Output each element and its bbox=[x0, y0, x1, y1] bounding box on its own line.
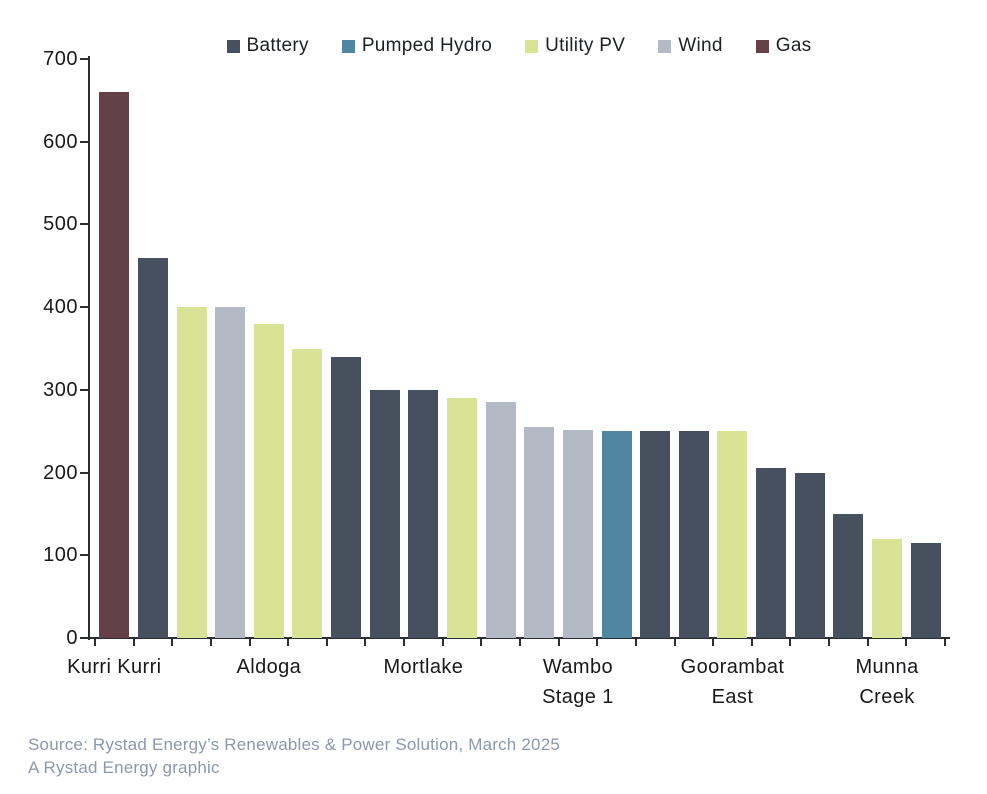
bar-pumped-hydro bbox=[601, 431, 632, 638]
legend-label: Gas bbox=[775, 35, 812, 56]
x-axis-tick bbox=[441, 639, 444, 646]
bar-battery bbox=[408, 389, 439, 638]
x-axis-tick bbox=[712, 639, 715, 646]
bar-battery bbox=[833, 513, 864, 638]
y-axis-tick bbox=[80, 306, 89, 309]
legend-swatch-gas bbox=[755, 39, 769, 53]
x-axis-tick bbox=[248, 639, 251, 646]
x-axis-tick bbox=[518, 639, 521, 646]
x-axis-tick bbox=[364, 639, 367, 646]
bar-wind bbox=[215, 307, 246, 638]
y-axis-tick-label: 0 bbox=[66, 627, 78, 649]
x-axis-tick bbox=[325, 639, 328, 646]
x-axis-tick bbox=[132, 639, 135, 646]
y-axis-tick-label: 700 bbox=[43, 48, 78, 70]
bar-battery bbox=[678, 431, 709, 638]
y-axis-tick-label: 100 bbox=[43, 544, 78, 567]
y-axis-tick-label: 200 bbox=[43, 461, 78, 484]
x-axis-tick bbox=[828, 639, 831, 646]
legend-label: Utility PV bbox=[545, 35, 626, 56]
y-axis-tick bbox=[80, 471, 89, 474]
x-axis-tick bbox=[403, 639, 406, 646]
x-axis-label-wambo-stage-1: Wambo Stage 1 bbox=[542, 656, 614, 708]
bar-battery bbox=[137, 257, 168, 638]
bar-battery bbox=[756, 468, 787, 638]
legend-item-wind: Wind bbox=[658, 35, 723, 57]
source-note: Source: Rystad Energy’s Renewables & Pow… bbox=[28, 733, 560, 779]
x-axis-label-aldoga: Aldoga bbox=[236, 656, 302, 678]
y-axis-tick bbox=[80, 223, 89, 226]
x-axis-label-mortlake: Mortlake bbox=[383, 656, 464, 678]
y-axis-tick-label: 300 bbox=[43, 378, 78, 401]
x-axis-label-kurri-kurri: Kurri Kurri bbox=[67, 656, 162, 678]
x-axis-tick bbox=[480, 639, 483, 646]
x-axis-label-goorambat-east: Goorambat East bbox=[680, 656, 785, 708]
bar-battery bbox=[910, 542, 941, 638]
y-axis-tick bbox=[80, 637, 89, 639]
bar-utility-pv bbox=[253, 323, 284, 638]
bar-wind bbox=[562, 429, 593, 638]
x-axis-line bbox=[88, 637, 950, 639]
x-axis-tick bbox=[866, 639, 869, 646]
legend-label: Battery bbox=[246, 35, 309, 56]
legend-swatch-wind bbox=[658, 39, 672, 53]
bar-gas bbox=[99, 92, 130, 638]
source-text: Source: Rystad Energy’s Renewables & Pow… bbox=[28, 735, 561, 754]
legend-label: Wind bbox=[678, 35, 723, 56]
bar-wind bbox=[524, 427, 555, 638]
x-axis-tick bbox=[596, 639, 599, 646]
legend-swatch-utility-pv bbox=[525, 39, 539, 53]
credit-text: A Rystad Energy graphic bbox=[28, 758, 220, 777]
y-axis-line bbox=[88, 56, 90, 640]
x-axis-tick bbox=[943, 639, 946, 646]
y-axis-tick bbox=[80, 388, 89, 391]
y-axis-tick bbox=[80, 554, 89, 557]
x-axis-tick bbox=[905, 639, 908, 646]
x-axis-tick bbox=[287, 639, 290, 646]
legend-swatch-pumped-hydro bbox=[341, 39, 355, 53]
y-axis-tick-label: 600 bbox=[43, 130, 78, 153]
bar-battery bbox=[794, 472, 825, 638]
y-axis-tick-label: 400 bbox=[43, 296, 78, 319]
x-axis-tick bbox=[750, 639, 753, 646]
legend-item-battery: Battery bbox=[226, 35, 309, 57]
legend-item-utility-pv: Utility PV bbox=[525, 35, 625, 57]
x-axis-tick bbox=[94, 639, 96, 646]
bar-battery bbox=[331, 356, 362, 638]
legend-swatch-battery bbox=[226, 39, 240, 53]
bar-utility-pv bbox=[292, 348, 323, 638]
legend-item-pumped-hydro: Pumped Hydro bbox=[341, 35, 493, 57]
bar-utility-pv bbox=[447, 398, 478, 638]
chart-legend: Battery Pumped Hydro Utility PV Wind Gas bbox=[88, 34, 950, 58]
bar-utility-pv bbox=[717, 431, 748, 638]
y-axis-tick bbox=[80, 58, 89, 60]
bar-battery bbox=[640, 431, 671, 638]
x-axis-tick bbox=[557, 639, 560, 646]
y-axis-tick-label: 500 bbox=[43, 213, 78, 236]
y-axis-tick bbox=[80, 140, 89, 143]
legend-label: Pumped Hydro bbox=[361, 35, 493, 56]
x-axis-label-munna-creek: Munna Creek bbox=[855, 656, 919, 708]
x-axis-tick bbox=[789, 639, 792, 646]
bar-wind bbox=[485, 402, 516, 638]
x-axis-tick bbox=[209, 639, 212, 646]
bar-battery bbox=[369, 389, 400, 638]
bar-utility-pv bbox=[872, 538, 903, 638]
x-axis-tick bbox=[673, 639, 676, 646]
bar-utility-pv bbox=[176, 307, 207, 638]
x-axis-tick bbox=[634, 639, 637, 646]
x-axis-tick bbox=[171, 639, 174, 646]
legend-item-gas: Gas bbox=[755, 35, 812, 57]
